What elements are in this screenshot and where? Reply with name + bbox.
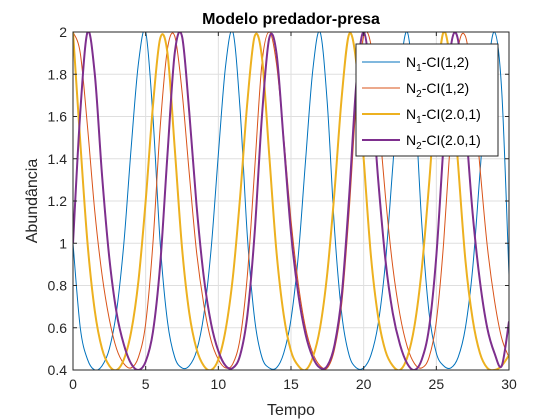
legend: N1-CI(1,2) N2-CI(1,2) N1-CI(2.0,1) N2-CI(2.… <box>355 43 499 157</box>
y-tick-label: 1.4 <box>48 151 68 167</box>
y-tick-label: 0.6 <box>48 320 68 336</box>
axis-ticks: 0 5 10 15 20 25 30 0.4 0.6 0.8 1 1.2 1.4 1.6 1.8 2 <box>48 24 517 392</box>
legend-label-3: N1-CI(2.0,1) <box>406 106 481 126</box>
x-axis-label: Tempo <box>267 402 315 419</box>
x-tick-label: 15 <box>283 376 299 392</box>
legend-box <box>355 43 499 157</box>
x-tick-label: 0 <box>69 376 77 392</box>
series-line-2 <box>73 32 509 370</box>
legend-label-4: N2-CI(2.0,1) <box>406 132 481 152</box>
x-tick-label: 10 <box>211 376 227 392</box>
y-axis-label: Abundância <box>24 159 41 244</box>
x-tick-label: 25 <box>429 376 445 392</box>
y-tick-label: 1.6 <box>48 109 68 125</box>
chart-title: Modelo predador-presa <box>202 11 380 28</box>
y-tick-label: 1.8 <box>48 66 68 82</box>
x-tick-label: 20 <box>356 376 372 392</box>
y-tick-label: 1.2 <box>48 193 68 209</box>
x-tick-label: 30 <box>501 376 517 392</box>
legend-label-1: N1-CI(1,2) <box>406 54 469 74</box>
series-line-4 <box>73 32 509 370</box>
y-tick-label: 0.8 <box>48 278 68 294</box>
y-tick-label: 1 <box>59 235 67 251</box>
x-tick-label: 5 <box>142 376 150 392</box>
y-tick-label: 2 <box>59 24 67 40</box>
y-tick-label: 0.4 <box>48 362 68 378</box>
series-line-1 <box>73 32 509 370</box>
legend-label-2: N2-CI(1,2) <box>406 80 469 100</box>
